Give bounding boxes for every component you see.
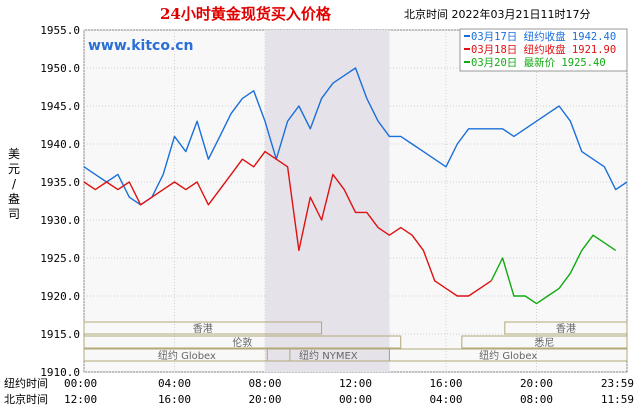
y-tick-labels: 1955.0 1950.0 1945.0 1940.0 1935.0 1930.0 1925… [40,24,80,379]
y-label-char: 司 [8,207,20,221]
x-row-label: 纽约时间 [4,376,48,390]
y-tick-label: 1935.0 [40,176,80,189]
legend-box [459,28,628,72]
x-tick-label: 00:00 [64,377,97,390]
watermark: www.kitco.cn [88,38,194,54]
y-tick-label: 1940.0 [40,138,80,151]
session-label: 伦敦 [232,336,252,349]
legend-entry: 03月20日 最新价 1925.40 [471,56,606,69]
y-tick-label: 1910.0 [40,366,80,379]
y-tick-label: 1915.0 [40,328,80,341]
y-tick-label: 1955.0 [40,24,80,37]
session-label: 纽约 NYMEX [299,349,358,362]
x-tick-label: 23:59 [601,377,634,390]
legend-entry: 03月18日 纽约收盘 1921.90 [471,43,616,56]
x-tick-label: 04:00 [429,393,462,406]
y-tick-label: 1920.0 [40,290,80,303]
y-label-char: 盎 [8,192,20,206]
session-label: 纽约 Globex [479,349,537,362]
session-band [83,335,402,349]
y-tick-label: 1950.0 [40,62,80,75]
chart-title: 24小时黄金现货买入价格 [160,5,332,23]
y-label-char: 元 [8,162,20,176]
x-tick-label: 20:00 [248,393,281,406]
x-tick-labels: 纽约时间 00:00 04:00 08:00 12:00 16:00 20:00 23:59 北… [4,376,634,406]
series-line [83,150,492,297]
timestamp: 北京时间 2022年03月21日11时17分 [404,7,590,21]
x-tick-label: 00:00 [339,393,372,406]
y-tick-label: 1925.0 [40,252,80,265]
nymex-session-shade [265,30,390,372]
legend-entry: 03月17日 纽约收盘 1942.40 [471,30,616,43]
y-tick-label: 1945.0 [40,100,80,113]
x-tick-label: 12:00 [339,377,372,390]
x-tick-label: 08:00 [520,393,553,406]
session-band [461,335,628,349]
y-label-char: 美 [8,147,20,161]
series-line [490,234,617,305]
x-tick-label: 16:00 [429,377,462,390]
x-tick-label: 12:00 [64,393,97,406]
session-band [388,348,628,362]
x-row-label: 北京时间 [4,392,48,406]
session-label: 纽约 Globex [158,349,216,362]
session-band [83,321,323,335]
y-label-char: / [12,177,17,191]
y-tick-label: 1930.0 [40,214,80,227]
x-tick-label: 16:00 [158,393,191,406]
x-tick-label: 11:59 [601,393,634,406]
session-band [83,348,291,362]
session-band [504,321,628,335]
session-label: 悉尼 [534,337,554,349]
series-line [83,67,628,206]
series-lines [83,67,628,305]
y-axis-label: 美元/盎司 [8,147,20,221]
x-tick-label: 04:00 [158,377,191,390]
session-label: 香港 [556,323,576,335]
session-label: 香港 [193,323,213,335]
x-tick-label: 08:00 [248,377,281,390]
x-tick-label: 20:00 [520,377,553,390]
